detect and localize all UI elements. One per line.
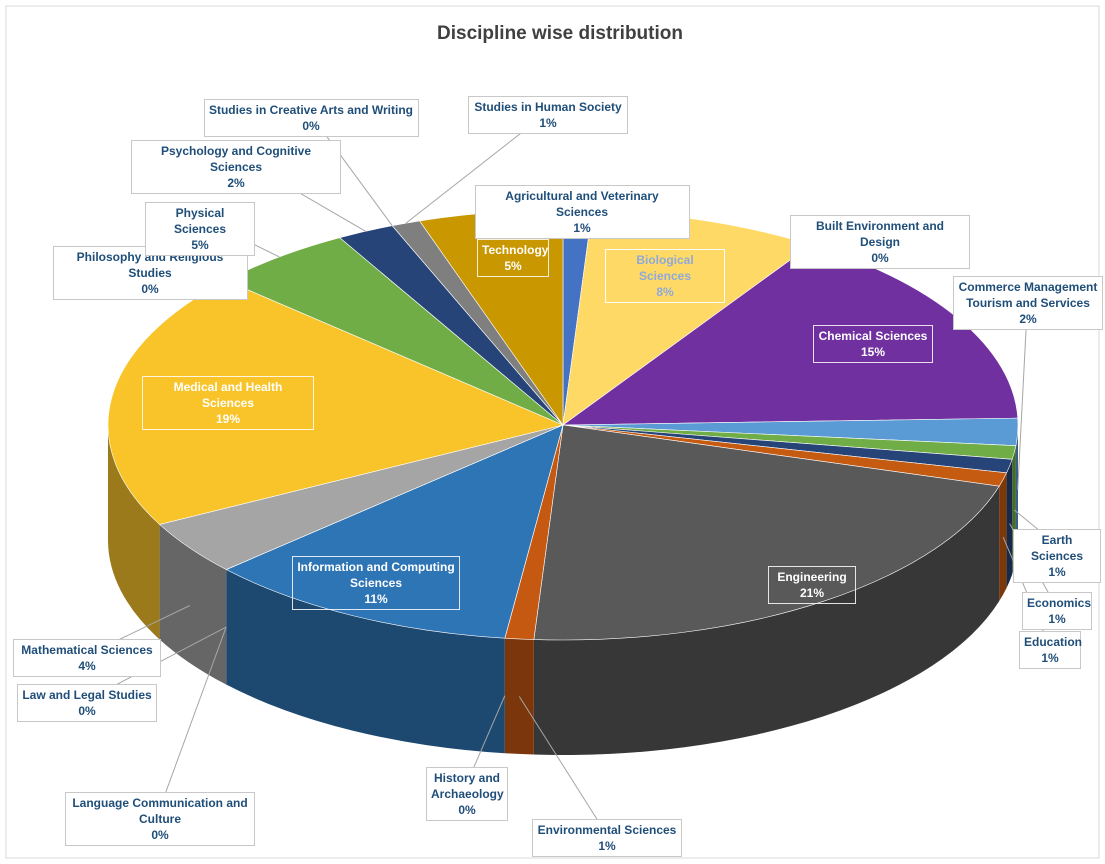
data-label: Language Communication and Culture 0% <box>65 792 255 846</box>
label-name: Studies in Creative Arts and Writing <box>208 103 414 117</box>
slice-side <box>226 569 505 754</box>
side-layer <box>108 425 1018 755</box>
label-value: 0% <box>141 282 159 296</box>
label-name: Environmental Sciences <box>537 823 677 837</box>
chart-title: Discipline wise distribution <box>437 23 683 44</box>
label-value: 21% <box>799 586 825 600</box>
label-value: 1% <box>573 221 591 235</box>
leader-line <box>518 696 608 836</box>
label-value: 2% <box>227 176 245 190</box>
label-value: 0% <box>78 704 96 718</box>
label-value: 0% <box>151 828 169 842</box>
label-value: 1% <box>1048 565 1066 579</box>
slice-side <box>108 425 160 640</box>
data-label: Agricultural and Veterinary Sciences 1% <box>474 185 690 239</box>
data-label: Earth Sciences 1% <box>1013 529 1101 583</box>
data-label: Built Environment and Design 0% <box>790 215 970 269</box>
slice-side <box>1006 459 1013 588</box>
label-value: 5% <box>191 238 209 252</box>
top-layer <box>107 209 1019 641</box>
data-label: Chemical Sciences 15% <box>813 325 933 363</box>
slice-side <box>533 486 1000 755</box>
slice <box>226 569 505 754</box>
label-value: 1% <box>1048 612 1066 626</box>
label-name: Studies in Human Society <box>474 100 622 114</box>
label-name: Law and Legal Studies <box>22 688 152 702</box>
data-label: Environmental Sciences 1% <box>532 819 682 857</box>
slice <box>1006 459 1013 588</box>
slice-side <box>159 524 227 685</box>
label-name: Education <box>1024 635 1083 649</box>
label-value: 5% <box>504 259 522 273</box>
chart-border <box>5 5 1100 859</box>
slice <box>999 472 1007 602</box>
label-name: Language Communication and Culture <box>72 796 248 826</box>
data-label: Studies in Human Society 1% <box>468 96 628 134</box>
label-name: Economics <box>1027 596 1092 610</box>
slice <box>1015 425 1018 561</box>
slice <box>504 638 534 755</box>
slice-top <box>107 280 564 525</box>
slice-side <box>1015 425 1018 561</box>
label-name: Built Environment and Design <box>815 219 944 249</box>
slice-side <box>504 638 534 755</box>
label-name: Mathematical Sciences <box>21 643 153 657</box>
label-name: Physical Sciences <box>173 206 227 236</box>
label-value: 1% <box>1041 651 1059 665</box>
data-label: Commerce Management Tourism and Services… <box>953 276 1103 330</box>
data-label: Studies in Creative Arts and Writing 0% <box>203 99 419 137</box>
label-value: 19% <box>215 412 241 426</box>
label-name: Commerce Management Tourism and Services <box>958 280 1098 310</box>
label-value: 4% <box>78 659 96 673</box>
label-value: 0% <box>302 119 320 133</box>
label-value: 15% <box>860 345 886 359</box>
label-name: Agricultural and Veterinary Sciences <box>505 189 659 219</box>
label-value: 0% <box>871 251 889 265</box>
data-label: Medical and Health Sciences 19% <box>142 376 314 430</box>
slice <box>533 486 1000 755</box>
leader-line <box>159 626 227 809</box>
label-name: Chemical Sciences <box>818 329 928 343</box>
label-name: Information and Computing Sciences <box>297 560 455 590</box>
data-label: History and Archaeology 0% <box>426 767 508 821</box>
slice-top <box>533 424 1000 641</box>
data-label: Education 1% <box>1019 631 1083 669</box>
slice-top <box>225 424 564 639</box>
label-value: 2% <box>1019 312 1037 326</box>
data-label: Economics 1% <box>1022 592 1092 630</box>
label-name: Earth Sciences <box>1030 533 1084 563</box>
label-name: History and Archaeology <box>431 771 504 801</box>
data-label: Law and Legal Studies 0% <box>17 684 157 722</box>
data-label: Information and Computing Sciences 11% <box>292 556 460 610</box>
slice-side <box>999 472 1007 602</box>
label-name: Medical and Health Sciences <box>173 380 283 410</box>
data-label: Mathematical Sciences 4% <box>13 639 161 677</box>
data-label: Psychology and Cognitive Sciences 2% <box>131 140 341 194</box>
label-name: Biological Sciences <box>636 253 694 283</box>
label-name: Technology <box>482 243 549 257</box>
label-name: Engineering <box>777 570 847 584</box>
label-name: Psychology and Cognitive Sciences <box>160 144 312 174</box>
label-value: 8% <box>656 285 674 299</box>
data-label: Biological Sciences 8% <box>605 249 725 303</box>
label-value: 11% <box>364 592 388 606</box>
label-value: 1% <box>598 839 616 853</box>
slice <box>108 425 160 640</box>
data-label: Engineering 21% <box>768 566 856 604</box>
label-value: 0% <box>458 803 476 817</box>
slice <box>159 524 227 685</box>
label-value: 1% <box>539 116 557 130</box>
data-label: Technology 5% <box>477 239 549 277</box>
data-label: Physical Sciences 5% <box>145 202 255 256</box>
